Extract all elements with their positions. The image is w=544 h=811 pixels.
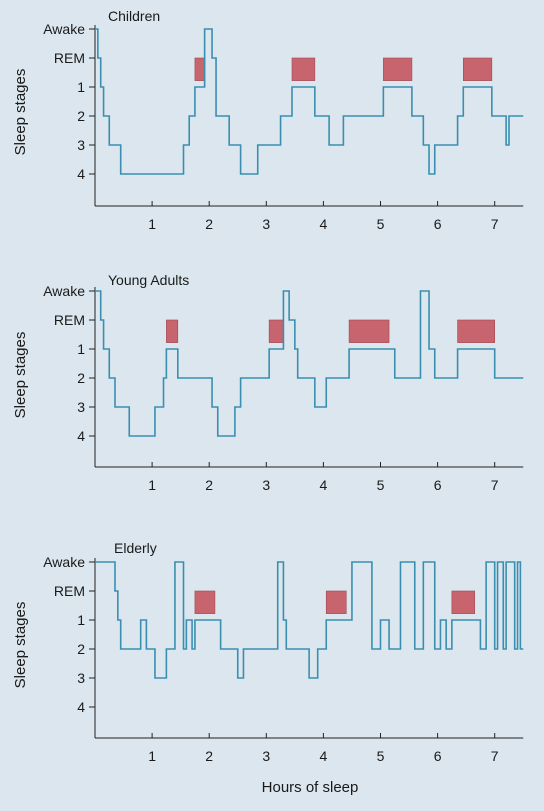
y-tick-label: REM (54, 312, 85, 328)
rem-period-bar (451, 590, 476, 614)
panel-title: Young Adults (108, 272, 189, 288)
y-axis-label: Sleep stages (12, 69, 29, 156)
y-tick-label: REM (54, 583, 85, 599)
y-tick-label: 1 (77, 612, 85, 628)
rem-period-bar (325, 590, 347, 614)
x-tick-label: 3 (262, 748, 270, 764)
x-tick-label: 7 (491, 477, 499, 493)
x-tick-label: 2 (205, 748, 213, 764)
hypnogram-line (95, 561, 524, 679)
x-tick-label: 5 (377, 216, 385, 232)
x-tick-label: 7 (491, 216, 499, 232)
rem-period-bar (166, 319, 179, 343)
x-tick-label: 1 (148, 748, 156, 764)
x-tick-label: 3 (262, 477, 270, 493)
panel-elderly: Elderly Sleep stages Hours of sleep Awak… (12, 540, 524, 796)
y-tick-label: 1 (77, 79, 85, 95)
panel-young-adults: Young Adults Sleep stages Awake REM 1 2 3 4 1 2… (12, 272, 524, 493)
y-tick-label: 2 (77, 108, 85, 124)
y-tick-label: 3 (77, 399, 85, 415)
x-tick-label: 6 (434, 477, 442, 493)
y-tick-label: 4 (77, 699, 85, 715)
x-tick-label: 2 (205, 216, 213, 232)
rem-period-bar (348, 319, 390, 343)
x-axis-label: Hours of sleep (262, 779, 359, 796)
y-tick-label: 4 (77, 166, 85, 182)
y-tick-label: Awake (43, 21, 85, 37)
x-tick-label: 4 (320, 748, 328, 764)
x-tick-label: 6 (434, 748, 442, 764)
panel-children: Children Sleep stages Awake REM 1 2 3 4 1 2 3 4 5 6… (12, 8, 524, 232)
y-tick-label: Awake (43, 554, 85, 570)
rem-period-bar (268, 319, 284, 343)
y-tick-label: 2 (77, 370, 85, 386)
y-tick-label: 4 (77, 428, 85, 444)
panel-title: Children (108, 8, 160, 24)
rem-period-bar (462, 57, 493, 81)
rem-period-bar (457, 319, 495, 343)
y-tick-label: 1 (77, 341, 85, 357)
rem-period-bar (291, 57, 316, 81)
y-axis-label: Sleep stages (12, 602, 29, 689)
rem-period-bar (194, 57, 205, 81)
x-tick-label: 1 (148, 477, 156, 493)
x-tick-label: 6 (434, 216, 442, 232)
x-tick-label: 4 (320, 477, 328, 493)
rem-period-bar (383, 57, 413, 81)
x-tick-label: 7 (491, 748, 499, 764)
y-tick-label: REM (54, 50, 85, 66)
y-tick-label: 3 (77, 137, 85, 153)
rem-period-bar (194, 590, 216, 614)
x-tick-label: 5 (377, 748, 385, 764)
x-tick-label: 1 (148, 216, 156, 232)
hypnogram-line (95, 290, 524, 437)
panel-title: Elderly (114, 540, 157, 556)
x-tick-label: 4 (320, 216, 328, 232)
y-tick-label: 2 (77, 641, 85, 657)
y-axis-label: Sleep stages (12, 332, 29, 419)
y-tick-label: Awake (43, 283, 85, 299)
hypnogram-line (95, 28, 524, 175)
y-tick-label: 3 (77, 670, 85, 686)
x-tick-label: 5 (377, 477, 385, 493)
x-tick-label: 2 (205, 477, 213, 493)
x-tick-label: 3 (262, 216, 270, 232)
